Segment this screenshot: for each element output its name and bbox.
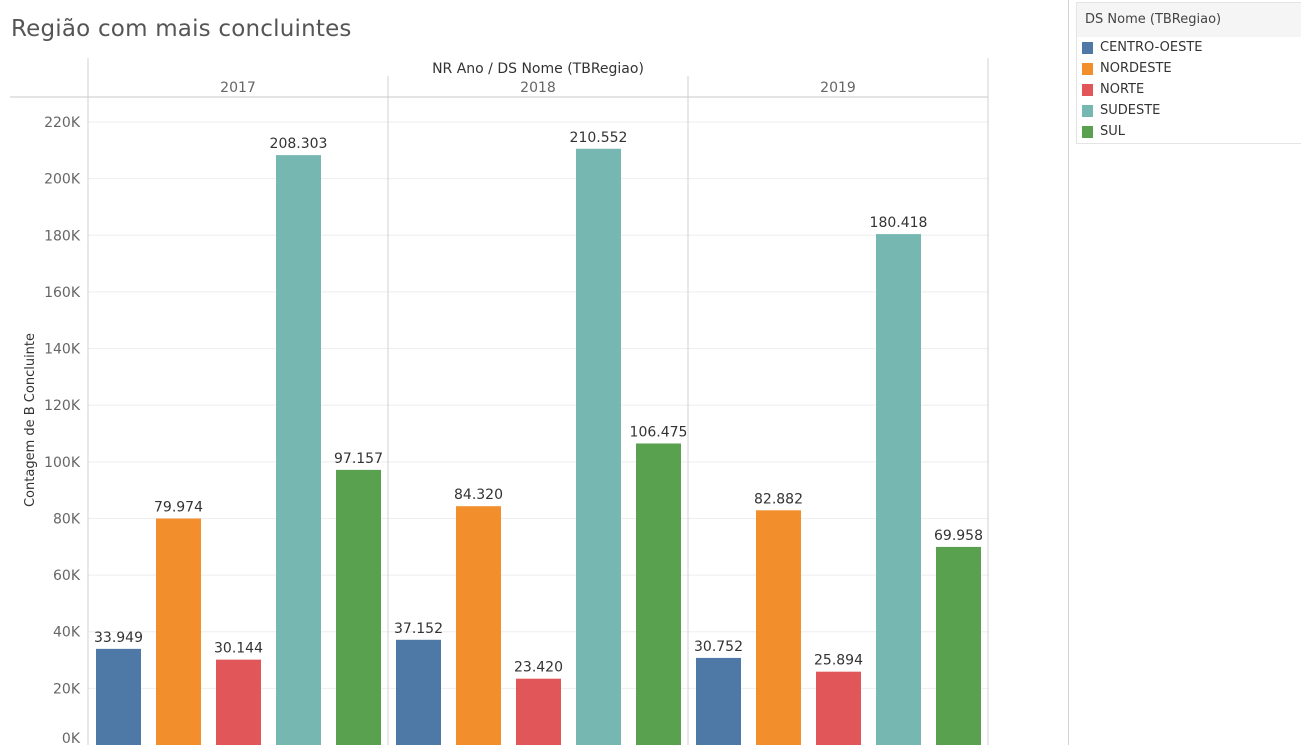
year-header: 2017 <box>220 80 256 96</box>
legend[interactable]: DS Nome (TBRegiao) CENTRO-OESTE NORDESTE… <box>1076 2 1301 144</box>
chart-pane: Região com mais concluintes 0K 20K 40K 60K 8… <box>10 0 1069 745</box>
data-label: 37.152 <box>394 621 443 637</box>
legend-item-centro-oeste[interactable]: CENTRO-OESTE <box>1077 37 1301 58</box>
legend-label: NORTE <box>1100 82 1145 97</box>
y-tick-label: 20K <box>53 681 81 697</box>
data-label: 30.144 <box>214 641 263 657</box>
bar-2018-centro-oeste <box>396 639 441 745</box>
legend-item-sudeste[interactable]: SUDESTE <box>1077 100 1301 121</box>
y-tick-label: 220K <box>44 115 81 131</box>
legend-swatch <box>1082 104 1093 117</box>
y-tick-label: 180K <box>44 228 81 244</box>
year-header: 2019 <box>820 80 856 96</box>
bar-2017-centro-oeste <box>96 648 141 745</box>
data-label: 23.420 <box>514 660 563 676</box>
side-panel <box>1069 145 1301 745</box>
legend-item-norte[interactable]: NORTE <box>1077 79 1301 100</box>
bar-2019-centro-oeste <box>696 657 741 745</box>
y-tick-label: 100K <box>44 455 81 471</box>
bar-2017-nordeste <box>156 518 201 745</box>
page-title: Região com mais concluintes <box>11 16 352 42</box>
data-label: 210.552 <box>570 130 628 146</box>
bar-2019-nordeste <box>756 510 801 745</box>
column-header: NR Ano / DS Nome (TBRegiao) <box>432 61 644 77</box>
y-axis-title: Contagem de B Concluinte <box>23 333 38 507</box>
bar-2019-sudeste <box>876 234 921 745</box>
y-tick-label: 80K <box>53 511 81 527</box>
year-header: 2018 <box>520 80 556 96</box>
legend-swatch <box>1082 83 1093 96</box>
bar-2017-sul <box>336 469 381 745</box>
y-tick-label: 60K <box>53 568 81 584</box>
legend-item-sul[interactable]: SUL <box>1077 121 1301 142</box>
legend-label: SUL <box>1100 124 1126 139</box>
bar-2018-sul <box>636 443 681 745</box>
bar-2018-sudeste <box>576 148 621 745</box>
legend-label: NORDESTE <box>1100 61 1172 76</box>
bar-2018-norte <box>516 678 561 745</box>
data-label: 84.320 <box>454 487 503 503</box>
data-label: 82.882 <box>754 491 803 507</box>
bar-2017-sudeste <box>276 155 321 745</box>
data-label: 180.418 <box>870 215 928 231</box>
y-tick-label: 200K <box>44 172 81 188</box>
legend-item-nordeste[interactable]: NORDESTE <box>1077 58 1301 79</box>
data-label: 33.949 <box>94 630 143 646</box>
y-tick-label: 140K <box>44 342 81 358</box>
legend-swatch <box>1082 62 1093 75</box>
bar-2018-nordeste <box>456 506 501 745</box>
data-label: 106.475 <box>630 424 688 440</box>
data-label: 69.958 <box>934 528 983 544</box>
y-tick-label: 160K <box>44 285 81 301</box>
legend-swatch <box>1082 125 1093 138</box>
data-label: 208.303 <box>270 136 328 152</box>
y-tick-label: 40K <box>53 625 81 641</box>
data-label: 30.752 <box>694 639 743 655</box>
bar-chart: 0K 20K 40K 60K 80K 100K 120K 140K 160K 180K 200K 22… <box>10 58 989 745</box>
bar-2019-sul <box>936 546 981 745</box>
bar-2019-norte <box>816 671 861 745</box>
legend-swatch <box>1082 41 1093 54</box>
legend-title: DS Nome (TBRegiao) <box>1077 3 1301 37</box>
y-tick-label: 120K <box>44 398 81 414</box>
data-label: 97.157 <box>334 451 383 467</box>
bar-2017-norte <box>216 659 261 745</box>
data-label: 25.894 <box>814 653 863 669</box>
data-label: 79.974 <box>154 500 203 516</box>
legend-label: CENTRO-OESTE <box>1100 40 1203 55</box>
y-tick-label: 0K <box>62 731 81 745</box>
legend-label: SUDESTE <box>1100 103 1161 118</box>
